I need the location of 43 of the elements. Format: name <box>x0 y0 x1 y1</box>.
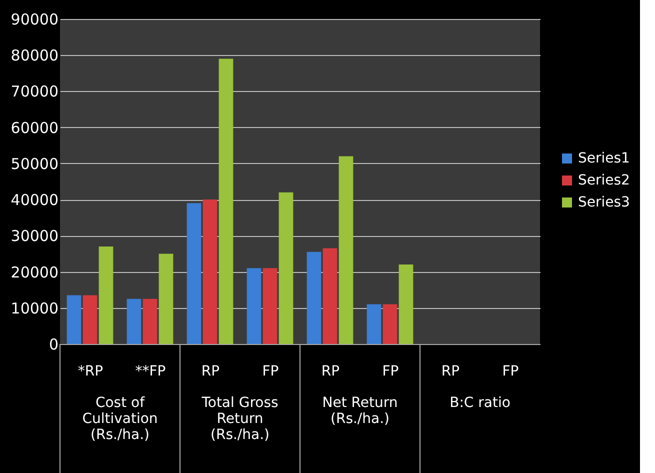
x-tick-label: *RP <box>78 364 104 380</box>
bar <box>338 156 354 344</box>
x-tick-label: FP <box>502 364 519 380</box>
legend-label: Series2 <box>578 172 630 188</box>
y-tick-label: 40000 <box>10 191 58 210</box>
bar <box>322 248 338 344</box>
y-tick-label: 50000 <box>10 154 58 173</box>
x-tick-label: FP <box>262 364 279 380</box>
y-tick-label: 90000 <box>10 10 58 28</box>
bar <box>202 200 218 344</box>
bar <box>262 268 278 344</box>
x-tick-label: RP <box>441 364 460 380</box>
x-tick-label: **FP <box>135 364 166 380</box>
bar <box>66 295 82 344</box>
y-tick-label: 80000 <box>10 46 58 65</box>
y-tick-label: 10000 <box>10 299 58 318</box>
bar <box>82 295 98 344</box>
text: Cost of Cultivation (Rs./ha.) <box>82 395 158 443</box>
x-tick-label: RP <box>201 364 220 380</box>
x-tick-label: RP <box>321 364 340 380</box>
y-tick-label: 30000 <box>10 227 58 246</box>
y-tick-label: 60000 <box>10 118 58 137</box>
bar <box>398 264 414 344</box>
bar <box>366 304 382 344</box>
text: Net Return (Rs./ha.) <box>322 395 398 427</box>
bar <box>382 304 398 344</box>
bar <box>306 252 322 344</box>
bar <box>158 254 174 344</box>
bar <box>98 246 114 344</box>
bar <box>278 192 294 344</box>
legend-label: Series1 <box>578 150 630 166</box>
bar <box>126 298 142 344</box>
x-tick-label: FP <box>382 364 399 380</box>
y-tick-label: 70000 <box>10 82 58 101</box>
y-tick-label: 0 <box>48 336 58 354</box>
bar <box>142 298 158 344</box>
text: Total Gross Return (Rs./ha.) <box>200 395 278 443</box>
bar <box>246 268 262 344</box>
bar <box>186 203 202 344</box>
text: B:C ratio <box>450 395 510 411</box>
y-tick-label: 20000 <box>10 263 58 282</box>
legend-label: Series3 <box>578 194 630 210</box>
bar <box>218 58 234 344</box>
